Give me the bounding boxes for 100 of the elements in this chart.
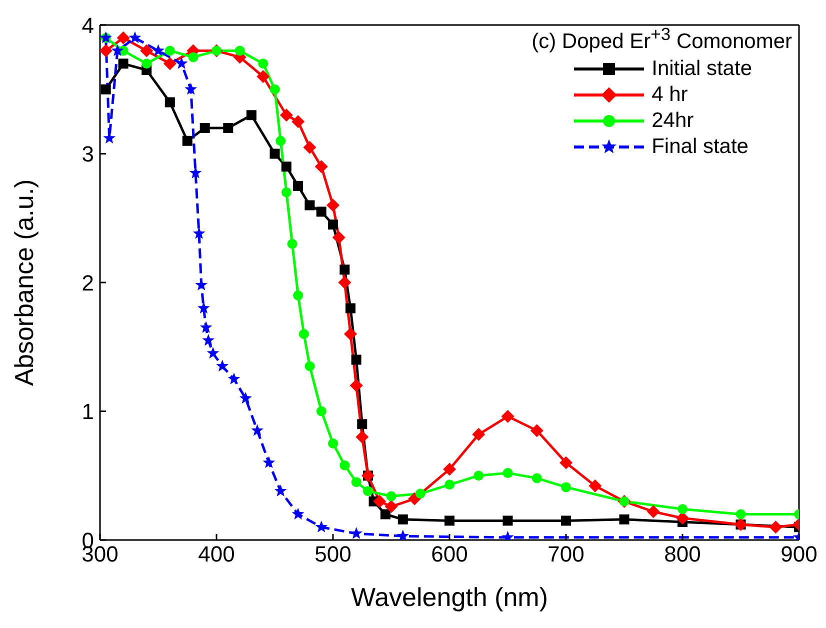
point xyxy=(502,516,513,526)
point xyxy=(373,494,386,508)
point xyxy=(175,57,188,69)
point xyxy=(118,58,128,69)
legend-label: Final state xyxy=(652,135,748,159)
point xyxy=(398,514,408,524)
point xyxy=(234,46,245,56)
x-tick-label: 900 xyxy=(780,542,818,567)
point xyxy=(736,509,746,520)
point xyxy=(351,477,362,488)
point xyxy=(304,361,315,372)
point xyxy=(314,160,328,174)
y-tick-label: 2 xyxy=(82,270,94,296)
point xyxy=(560,456,572,470)
point xyxy=(100,44,112,58)
point xyxy=(357,419,368,430)
point xyxy=(304,200,315,210)
point xyxy=(280,108,293,122)
point xyxy=(246,110,256,120)
y-tick-label: 1 xyxy=(82,399,94,424)
point xyxy=(262,456,276,468)
point xyxy=(315,520,328,532)
point xyxy=(678,504,688,514)
legend-label: 24hr xyxy=(652,109,694,133)
x-tick-label: 700 xyxy=(548,542,584,567)
point xyxy=(340,264,350,275)
point xyxy=(316,206,326,217)
point xyxy=(444,516,454,526)
point xyxy=(316,406,326,416)
point xyxy=(100,84,111,94)
point xyxy=(182,136,192,146)
x-tick-label: 500 xyxy=(314,542,352,567)
point xyxy=(293,290,304,300)
point xyxy=(200,321,212,333)
point xyxy=(281,162,292,172)
legend-label: 4 hr xyxy=(652,83,688,107)
point xyxy=(281,187,292,198)
point xyxy=(328,220,338,230)
point xyxy=(351,354,362,365)
legend-label: Initial state xyxy=(652,57,752,81)
point xyxy=(189,166,202,178)
point xyxy=(345,303,356,314)
point xyxy=(502,468,513,478)
point xyxy=(206,346,220,359)
point xyxy=(140,44,154,58)
point xyxy=(298,329,309,339)
point xyxy=(239,392,252,404)
point xyxy=(338,276,352,289)
point xyxy=(588,479,602,492)
point xyxy=(274,484,287,496)
point xyxy=(530,424,544,438)
y-tick-label: 3 xyxy=(82,142,94,167)
point xyxy=(350,527,362,539)
point xyxy=(116,31,130,44)
point xyxy=(292,115,305,128)
point xyxy=(164,97,175,108)
point xyxy=(386,491,396,502)
point xyxy=(303,140,316,154)
point xyxy=(396,530,410,540)
point xyxy=(270,148,280,159)
point xyxy=(326,198,340,212)
point xyxy=(332,230,346,244)
point xyxy=(646,505,660,518)
point xyxy=(152,44,164,56)
point xyxy=(344,328,357,340)
point xyxy=(676,512,689,525)
point xyxy=(258,58,268,69)
point xyxy=(192,227,206,239)
point xyxy=(164,46,175,56)
point xyxy=(384,500,398,514)
point xyxy=(501,410,514,423)
point xyxy=(198,302,210,314)
point xyxy=(444,480,454,490)
point xyxy=(128,31,142,44)
point xyxy=(216,360,229,372)
point xyxy=(251,424,264,436)
point xyxy=(256,70,270,83)
y-axis-title: Absorbance (a.u.) xyxy=(9,179,40,386)
point xyxy=(561,516,571,526)
point xyxy=(111,44,124,56)
point xyxy=(270,84,280,94)
point xyxy=(415,488,426,499)
x-axis-title: Wavelength (nm) xyxy=(351,582,548,612)
point xyxy=(228,372,240,384)
point xyxy=(163,57,176,70)
point xyxy=(223,123,234,133)
point xyxy=(561,482,571,492)
x-tick-label: 600 xyxy=(431,542,468,567)
x-tick-label: 400 xyxy=(198,542,235,567)
point xyxy=(472,428,486,441)
point xyxy=(769,520,782,534)
x-tick-label: 800 xyxy=(664,542,701,567)
point xyxy=(293,180,304,191)
point xyxy=(380,509,390,520)
point xyxy=(619,514,630,524)
point xyxy=(356,430,369,444)
point xyxy=(184,82,198,95)
point xyxy=(474,470,484,481)
point xyxy=(188,52,198,62)
point xyxy=(142,58,152,69)
